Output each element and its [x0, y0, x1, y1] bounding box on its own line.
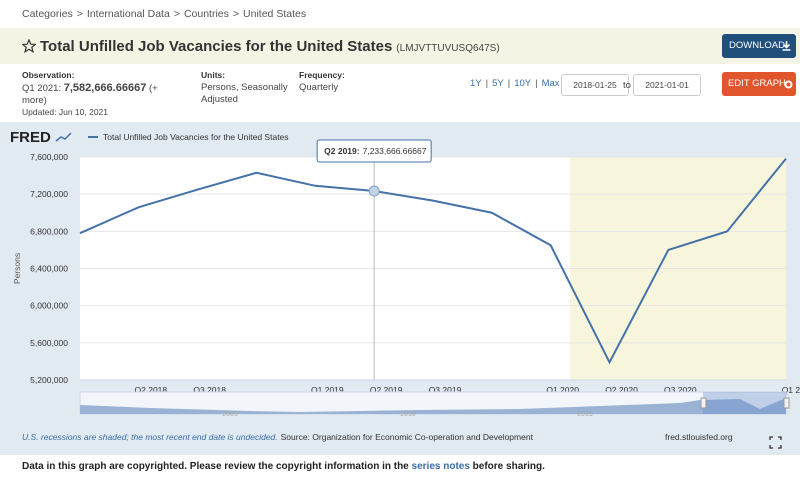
- breadcrumb: Categories > International Data > Countries >…: [22, 8, 306, 20]
- fullscreen-icon[interactable]: [769, 436, 782, 449]
- source: Source: Organization for Economic Co-ope…: [281, 432, 534, 442]
- site: fred.stlouisfed.org: [665, 432, 733, 442]
- navigator-label: 2015: [577, 411, 593, 418]
- tooltip-box: [316, 139, 432, 163]
- logo-graph: [55, 132, 72, 142]
- breadcrumb-separator: >: [232, 8, 240, 20]
- series-title: Total Unfilled Job Vacancies for the Uni…: [40, 38, 500, 55]
- star-icon[interactable]: [22, 39, 36, 53]
- title-text: Total Unfilled Job Vacancies for the Uni…: [40, 38, 393, 55]
- y-tick-label: 7,200,000: [30, 189, 68, 199]
- units: Persons, Seasonally Adjusted: [201, 82, 288, 105]
- observation: Q1 2021: 7,582,666.66667 (+ more): [22, 82, 182, 107]
- x-tick-label: Q1 2019: [311, 385, 344, 395]
- range-separator: |: [485, 78, 489, 89]
- x-tick-label: Q2 2020: [605, 385, 638, 395]
- download-label: DOWNLOAD: [729, 40, 785, 51]
- navigator-label: 2010: [400, 411, 416, 418]
- y-tick-label: 6,000,000: [30, 301, 68, 311]
- navigator-handle: [783, 397, 790, 409]
- observation-value: 7,582,666.66667: [63, 82, 147, 94]
- copyright-text: Data in this graph are copyrighted. Plea…: [22, 461, 412, 472]
- frequency: Quarterly: [299, 82, 339, 93]
- range-button[interactable]: 10Y: [514, 78, 532, 89]
- download-icon: [782, 41, 791, 51]
- navigator-window: [703, 392, 786, 414]
- y-tick-label: 7,600,000: [30, 152, 68, 162]
- to-label: to: [623, 80, 631, 91]
- legend-label: Total Unfilled Job Vacancies for the Uni…: [103, 132, 289, 142]
- y-tick-label: 5,200,000: [30, 375, 68, 385]
- title-bar: Total Unfilled Job Vacancies for the Uni…: [0, 28, 800, 64]
- navigator-handle: [700, 397, 707, 409]
- gear-icon: [784, 80, 793, 89]
- copyright-text-end: before sharing.: [469, 461, 545, 472]
- y-tick-label: 6,800,000: [30, 226, 68, 236]
- footer-text: U.S. recessions are shaded; the most rec…: [22, 432, 534, 442]
- x-tick-label: Q3 2020: [664, 385, 697, 395]
- tooltip-text: Q2 2019: 7,233,666.66667: [324, 146, 427, 156]
- series-id: (LMJVTTUVUSQ647S): [396, 43, 500, 54]
- breadcrumb-item[interactable]: Categories: [22, 8, 73, 20]
- y-axis-label: Persons: [12, 253, 22, 284]
- recession-note: U.S. recessions are shaded; the most rec…: [22, 432, 278, 442]
- fred-logo: FRED: [10, 129, 51, 146]
- navigator-label: 2005: [222, 411, 238, 418]
- units-label: Units:: [201, 70, 226, 80]
- range-separator: |: [507, 78, 511, 89]
- x-tick-label: Q3 2019: [429, 385, 462, 395]
- observation-period: Q1 2021:: [22, 83, 62, 94]
- y-tick-label: 5,600,000: [30, 338, 68, 348]
- range-button[interactable]: 1Y: [470, 78, 482, 89]
- download-button[interactable]: DOWNLOAD: [722, 34, 796, 58]
- x-tick-label: Q3 2018: [193, 385, 226, 395]
- range-separator: |: [535, 78, 538, 89]
- updated: Updated: Jun 10, 2021: [22, 107, 109, 117]
- breadcrumb-item[interactable]: United States: [243, 8, 307, 20]
- frequency-label: Frequency:: [299, 70, 345, 80]
- tooltip-label: Q2 2019:: [324, 146, 360, 156]
- navigator-area: [80, 398, 786, 414]
- edit-graph-button[interactable]: EDIT GRAPH: [722, 72, 796, 96]
- range-buttons: 1Y | 5Y | 10Y | Max: [470, 78, 560, 90]
- range-button[interactable]: 5Y: [492, 78, 504, 89]
- start-date[interactable]: 2018-01-25: [561, 74, 629, 96]
- more-link[interactable]: (+ more): [22, 83, 158, 106]
- breadcrumb-item[interactable]: Countries: [183, 8, 229, 20]
- chart-panel: 5,200,000 5,600,000 6,000,000 6,400,000 6,80…: [0, 122, 800, 455]
- x-tick-label: Q2 2019: [370, 385, 403, 395]
- observation-label: Observation:: [22, 70, 75, 80]
- edit-graph-label: EDIT GRAPH: [728, 78, 786, 89]
- hover-point: [368, 185, 380, 197]
- range-button[interactable]: Max: [541, 78, 560, 89]
- copyright-note: Data in this graph are copyrighted. Plea…: [22, 461, 545, 472]
- series-line: [79, 157, 787, 365]
- breadcrumb-item[interactable]: International Data: [86, 8, 170, 20]
- chart: 5,200,000 5,600,000 6,000,000 6,400,000 6,80…: [10, 129, 800, 449]
- end-date[interactable]: 2021-01-01: [633, 74, 701, 96]
- tooltip-value: 7,233,666.66667: [363, 146, 427, 156]
- x-tick-label: Q1 2020: [546, 385, 579, 395]
- series-notes-link[interactable]: series notes: [411, 461, 470, 472]
- breadcrumb-separator: >: [173, 8, 180, 20]
- breadcrumb-separator: >: [76, 8, 83, 20]
- x-tick-label: Q2 2018: [135, 385, 168, 395]
- x-tick-label: Q1 2021: [782, 385, 800, 395]
- y-tick-label: 6,400,000: [30, 264, 68, 274]
